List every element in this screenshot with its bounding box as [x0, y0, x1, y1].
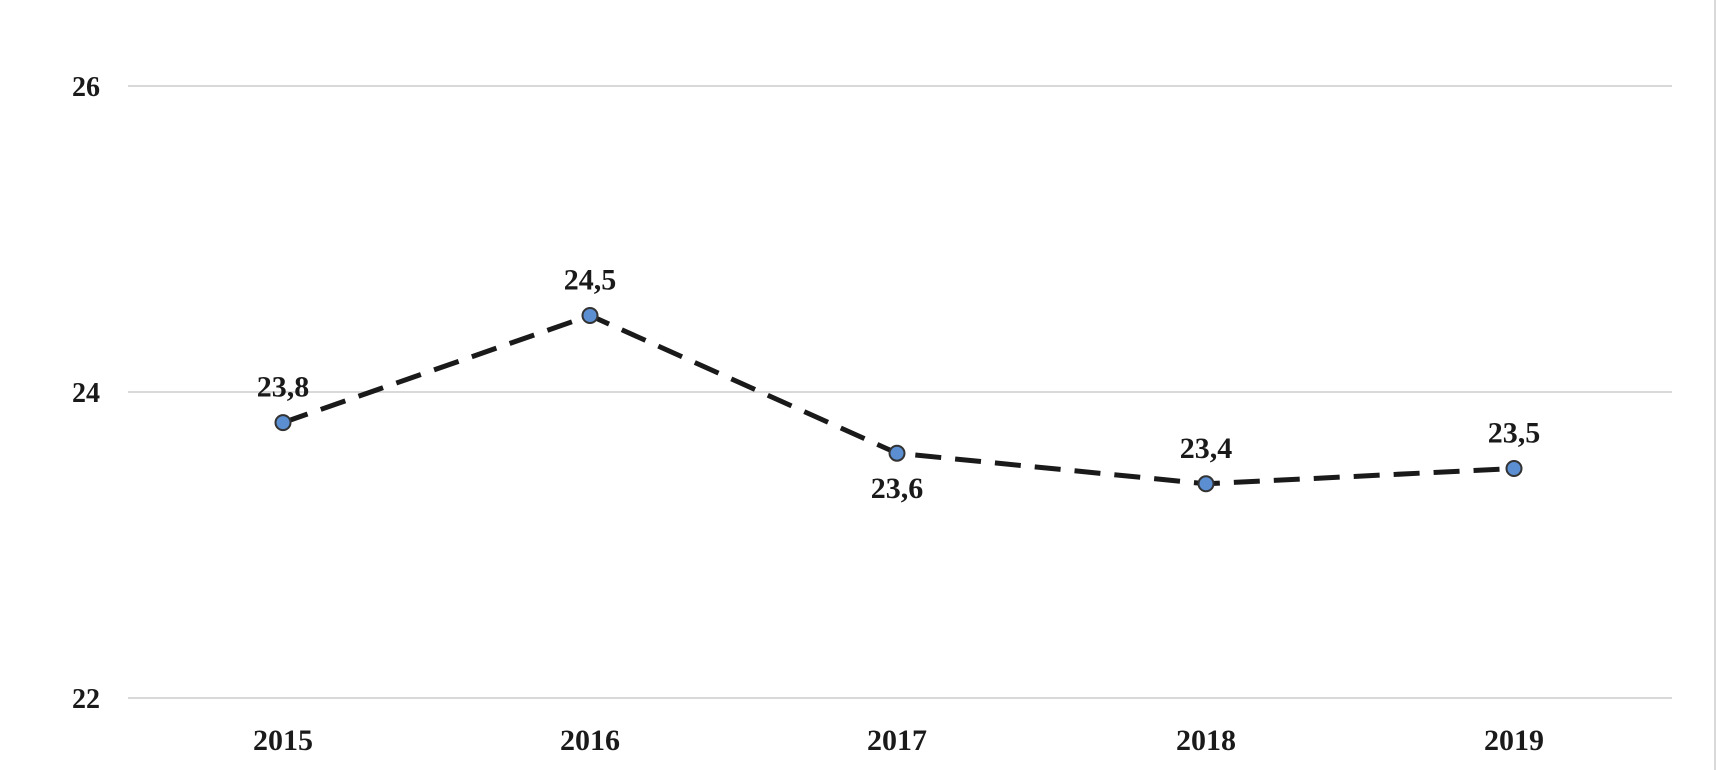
data-label-2016: 24,5 [564, 264, 617, 297]
y-tick-label-24: 24 [72, 378, 100, 409]
y-axis-ticks: 22 24 26 [72, 72, 100, 715]
data-point-2017 [888, 444, 906, 462]
gridlines [128, 85, 1672, 699]
x-axis-ticks: 2015 2016 2017 2018 2019 [253, 724, 1544, 757]
series-layer [274, 307, 1523, 493]
data-point-2016 [581, 307, 599, 324]
x-tick-label-2017: 2017 [867, 724, 927, 757]
x-tick-label-2019: 2019 [1484, 724, 1544, 757]
data-label-2015: 23,8 [257, 371, 310, 404]
y-tick-label-26: 26 [72, 72, 100, 103]
x-tick-label-2018: 2018 [1176, 724, 1236, 757]
data-point-2019 [1505, 460, 1523, 477]
data-labels: 23,8 24,5 23,6 23,4 23,5 [257, 264, 1541, 506]
y-tick-label-22: 22 [72, 684, 100, 715]
x-tick-label-2015: 2015 [253, 724, 313, 757]
data-point-2018 [1197, 475, 1215, 493]
data-label-2017: 23,6 [871, 472, 924, 505]
data-label-2019: 23,5 [1488, 417, 1541, 450]
data-point-2015 [274, 414, 292, 432]
x-tick-label-2016: 2016 [560, 724, 620, 757]
data-label-2018: 23,4 [1180, 432, 1233, 465]
